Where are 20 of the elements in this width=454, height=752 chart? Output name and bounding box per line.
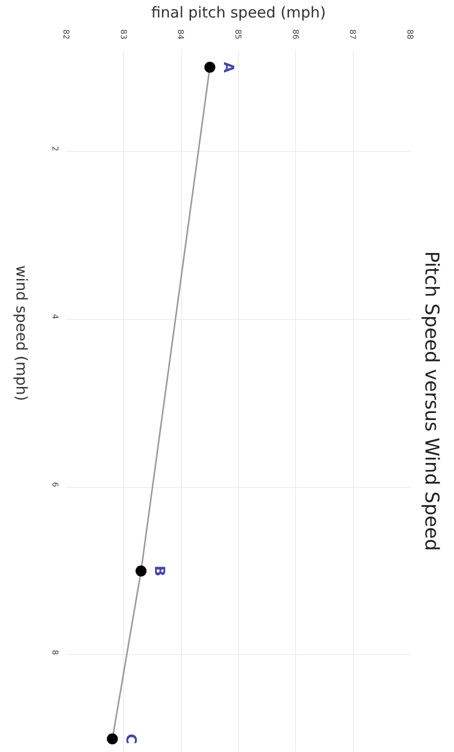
point [204, 62, 216, 73]
x-axis-title: final pitch speed (mph) [151, 3, 326, 22]
y-axis-title: wind speed (mph) [12, 265, 30, 402]
x-tick-label: 84 [176, 29, 186, 40]
annotation: C [122, 734, 138, 744]
x-tick-label: 85 [234, 29, 242, 40]
text: Pitch Speed versus Wind Speed [420, 251, 442, 551]
point [106, 733, 118, 744]
x-tick-label: 83 [118, 29, 128, 40]
annotation: A [220, 62, 236, 73]
y-tick-label: 2 [50, 146, 60, 152]
y-tick-label: 6 [50, 482, 60, 488]
x-tick-label: 88 [406, 29, 414, 40]
y-tick-label: 8 [50, 650, 60, 655]
x-tick-label: 86 [290, 29, 300, 40]
point [136, 566, 147, 576]
annotation: B [151, 566, 168, 576]
y-tick-label: 4 [50, 314, 60, 320]
x-tick-label: 82 [62, 29, 70, 40]
x-tick-label: 87 [348, 29, 358, 40]
